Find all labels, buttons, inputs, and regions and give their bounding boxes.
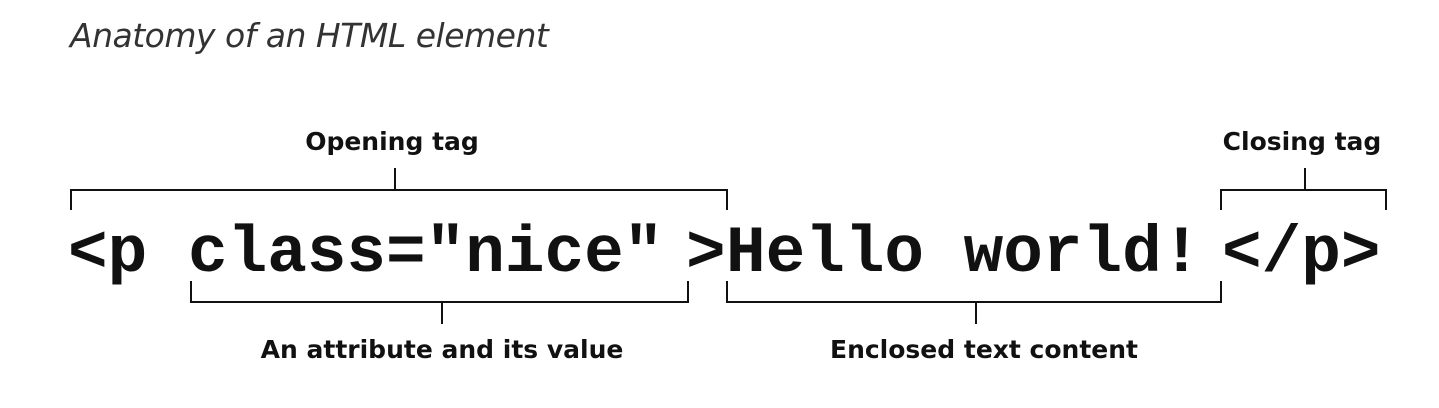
content-bracket [726,281,1222,324]
code-open-tag-start: <p [68,216,148,291]
attribute-bracket [190,281,689,324]
opening-tag-bracket [70,168,728,210]
opening-tag-label: Opening tag [305,127,479,156]
content-label: Enclosed text content [829,335,1139,364]
code-open-tag-end: > [686,216,726,291]
closing-tag-label: Closing tag [1222,127,1382,156]
attribute-label: An attribute and its value [260,335,624,364]
code-attribute: class="nice" [188,216,664,291]
code-text-content: Hello world! [726,216,1202,291]
closing-tag-bracket [1220,168,1387,210]
code-close-tag: </p> [1222,216,1381,291]
diagram-title: Anatomy of an HTML element [70,16,549,55]
